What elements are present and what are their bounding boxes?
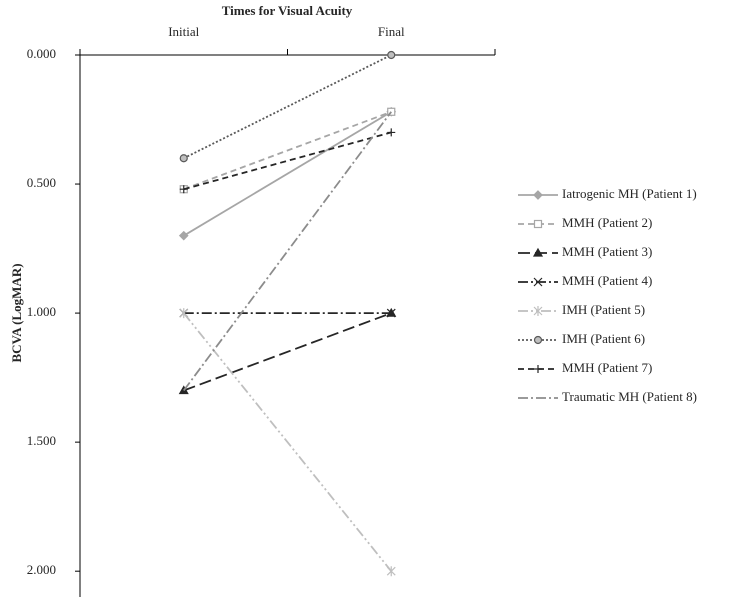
marker — [534, 365, 542, 373]
marker — [386, 308, 396, 318]
marker — [179, 308, 189, 319]
series-line — [183, 312, 392, 392]
y-tick-label: 0.500 — [27, 175, 56, 190]
series-line — [183, 111, 392, 237]
marker — [179, 185, 188, 194]
legend-label: Traumatic MH (Patient 8) — [562, 389, 697, 404]
marker — [533, 190, 543, 200]
marker — [532, 247, 544, 257]
series-line — [183, 131, 392, 191]
legend-label: MMH (Patient 4) — [562, 273, 652, 288]
series-line — [183, 111, 392, 392]
marker — [179, 154, 188, 163]
marker — [386, 566, 396, 577]
series-line — [183, 54, 392, 160]
series-line — [183, 312, 392, 572]
marker — [533, 277, 543, 287]
marker — [178, 230, 189, 241]
y-tick-label: 1.500 — [27, 433, 56, 448]
legend-label: MMH (Patient 2) — [562, 215, 652, 230]
marker — [533, 219, 543, 229]
x-tick-label: Initial — [168, 24, 199, 39]
series-line — [183, 110, 392, 191]
marker — [387, 50, 396, 60]
legend-label: IMH (Patient 6) — [562, 331, 645, 346]
chart-title: Times for Visual Acuity — [222, 3, 353, 18]
y-tick-label: 2.000 — [27, 562, 56, 577]
legend-label: MMH (Patient 7) — [562, 360, 652, 375]
marker — [387, 128, 396, 137]
x-tick-label: Final — [378, 24, 405, 39]
y-tick-label: 1.000 — [27, 304, 56, 319]
y-tick-label: 0.000 — [27, 46, 56, 61]
marker — [533, 306, 543, 316]
y-axis-label: BCVA (LogMAR) — [9, 263, 24, 362]
legend-label: Iatrogenic MH (Patient 1) — [562, 186, 697, 201]
legend-label: MMH (Patient 3) — [562, 244, 652, 259]
marker — [533, 335, 543, 345]
legend-label: IMH (Patient 5) — [562, 302, 645, 317]
